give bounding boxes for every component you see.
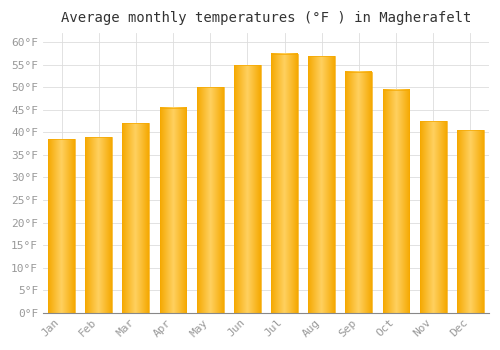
Title: Average monthly temperatures (°F ) in Magherafelt: Average monthly temperatures (°F ) in Ma… (60, 11, 471, 25)
